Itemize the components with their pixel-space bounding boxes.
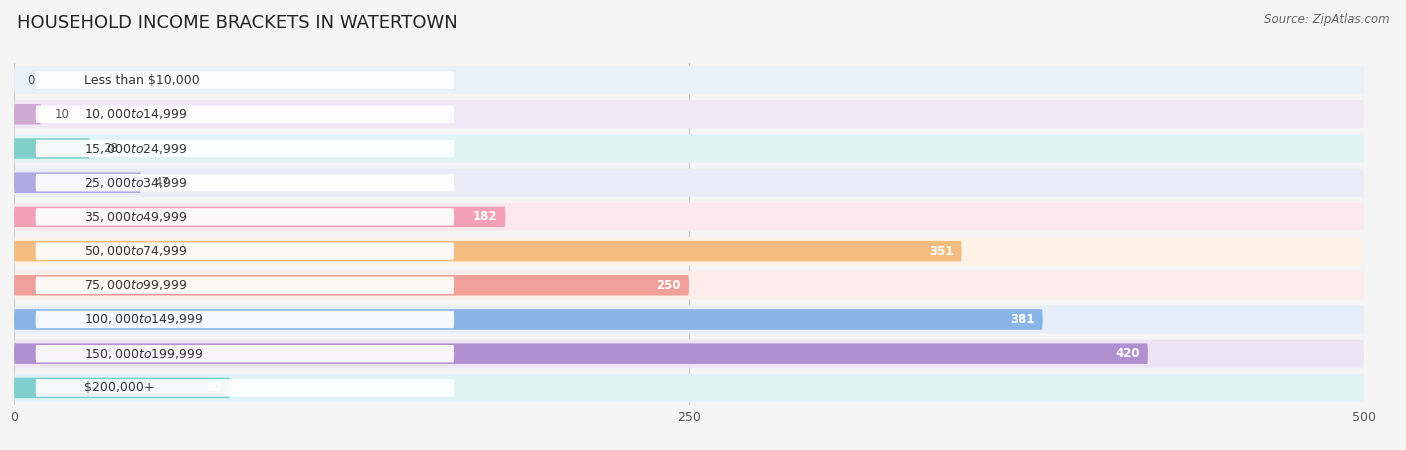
Bar [14, 234, 1364, 268]
Bar [14, 302, 1364, 337]
FancyBboxPatch shape [14, 237, 1364, 265]
FancyBboxPatch shape [35, 311, 454, 328]
FancyBboxPatch shape [14, 172, 141, 193]
Text: $25,000 to $34,999: $25,000 to $34,999 [84, 176, 188, 190]
FancyBboxPatch shape [35, 140, 454, 157]
Text: 250: 250 [657, 279, 681, 292]
FancyBboxPatch shape [14, 306, 1364, 333]
Text: 28: 28 [103, 142, 118, 155]
FancyBboxPatch shape [35, 208, 454, 225]
FancyBboxPatch shape [14, 135, 1364, 162]
Text: $150,000 to $199,999: $150,000 to $199,999 [84, 346, 204, 361]
FancyBboxPatch shape [35, 174, 454, 191]
FancyBboxPatch shape [14, 66, 1364, 94]
Bar [14, 371, 1364, 405]
FancyBboxPatch shape [14, 207, 505, 227]
Bar [14, 200, 1364, 234]
Text: 47: 47 [155, 176, 170, 189]
FancyBboxPatch shape [35, 345, 454, 362]
Bar [14, 97, 1364, 131]
Text: $50,000 to $74,999: $50,000 to $74,999 [84, 244, 188, 258]
Text: $100,000 to $149,999: $100,000 to $149,999 [84, 312, 204, 327]
Text: $75,000 to $99,999: $75,000 to $99,999 [84, 278, 188, 293]
FancyBboxPatch shape [14, 340, 1364, 368]
FancyBboxPatch shape [14, 378, 231, 398]
Text: 351: 351 [929, 245, 953, 257]
FancyBboxPatch shape [14, 343, 1147, 364]
FancyBboxPatch shape [35, 243, 454, 260]
Text: $15,000 to $24,999: $15,000 to $24,999 [84, 141, 188, 156]
Text: Less than $10,000: Less than $10,000 [84, 74, 200, 86]
Bar [14, 268, 1364, 302]
Bar [14, 63, 1364, 97]
Text: 80: 80 [205, 382, 222, 394]
Text: 381: 381 [1010, 313, 1035, 326]
FancyBboxPatch shape [14, 275, 689, 296]
Text: $35,000 to $49,999: $35,000 to $49,999 [84, 210, 188, 224]
Text: HOUSEHOLD INCOME BRACKETS IN WATERTOWN: HOUSEHOLD INCOME BRACKETS IN WATERTOWN [17, 14, 457, 32]
Bar [14, 131, 1364, 166]
Bar [14, 337, 1364, 371]
FancyBboxPatch shape [14, 241, 962, 261]
FancyBboxPatch shape [14, 138, 90, 159]
FancyBboxPatch shape [14, 100, 1364, 128]
FancyBboxPatch shape [35, 277, 454, 294]
FancyBboxPatch shape [35, 72, 454, 89]
Text: 420: 420 [1115, 347, 1140, 360]
Text: 0: 0 [28, 74, 35, 86]
FancyBboxPatch shape [14, 203, 1364, 231]
Text: Source: ZipAtlas.com: Source: ZipAtlas.com [1264, 14, 1389, 27]
FancyBboxPatch shape [14, 374, 1364, 402]
FancyBboxPatch shape [35, 379, 454, 396]
FancyBboxPatch shape [35, 106, 454, 123]
FancyBboxPatch shape [14, 169, 1364, 197]
Text: 10: 10 [55, 108, 69, 121]
FancyBboxPatch shape [14, 309, 1043, 330]
FancyBboxPatch shape [14, 104, 41, 125]
Text: $200,000+: $200,000+ [84, 382, 155, 394]
Text: $10,000 to $14,999: $10,000 to $14,999 [84, 107, 188, 122]
Bar [14, 166, 1364, 200]
Text: 182: 182 [472, 211, 498, 223]
FancyBboxPatch shape [14, 271, 1364, 299]
